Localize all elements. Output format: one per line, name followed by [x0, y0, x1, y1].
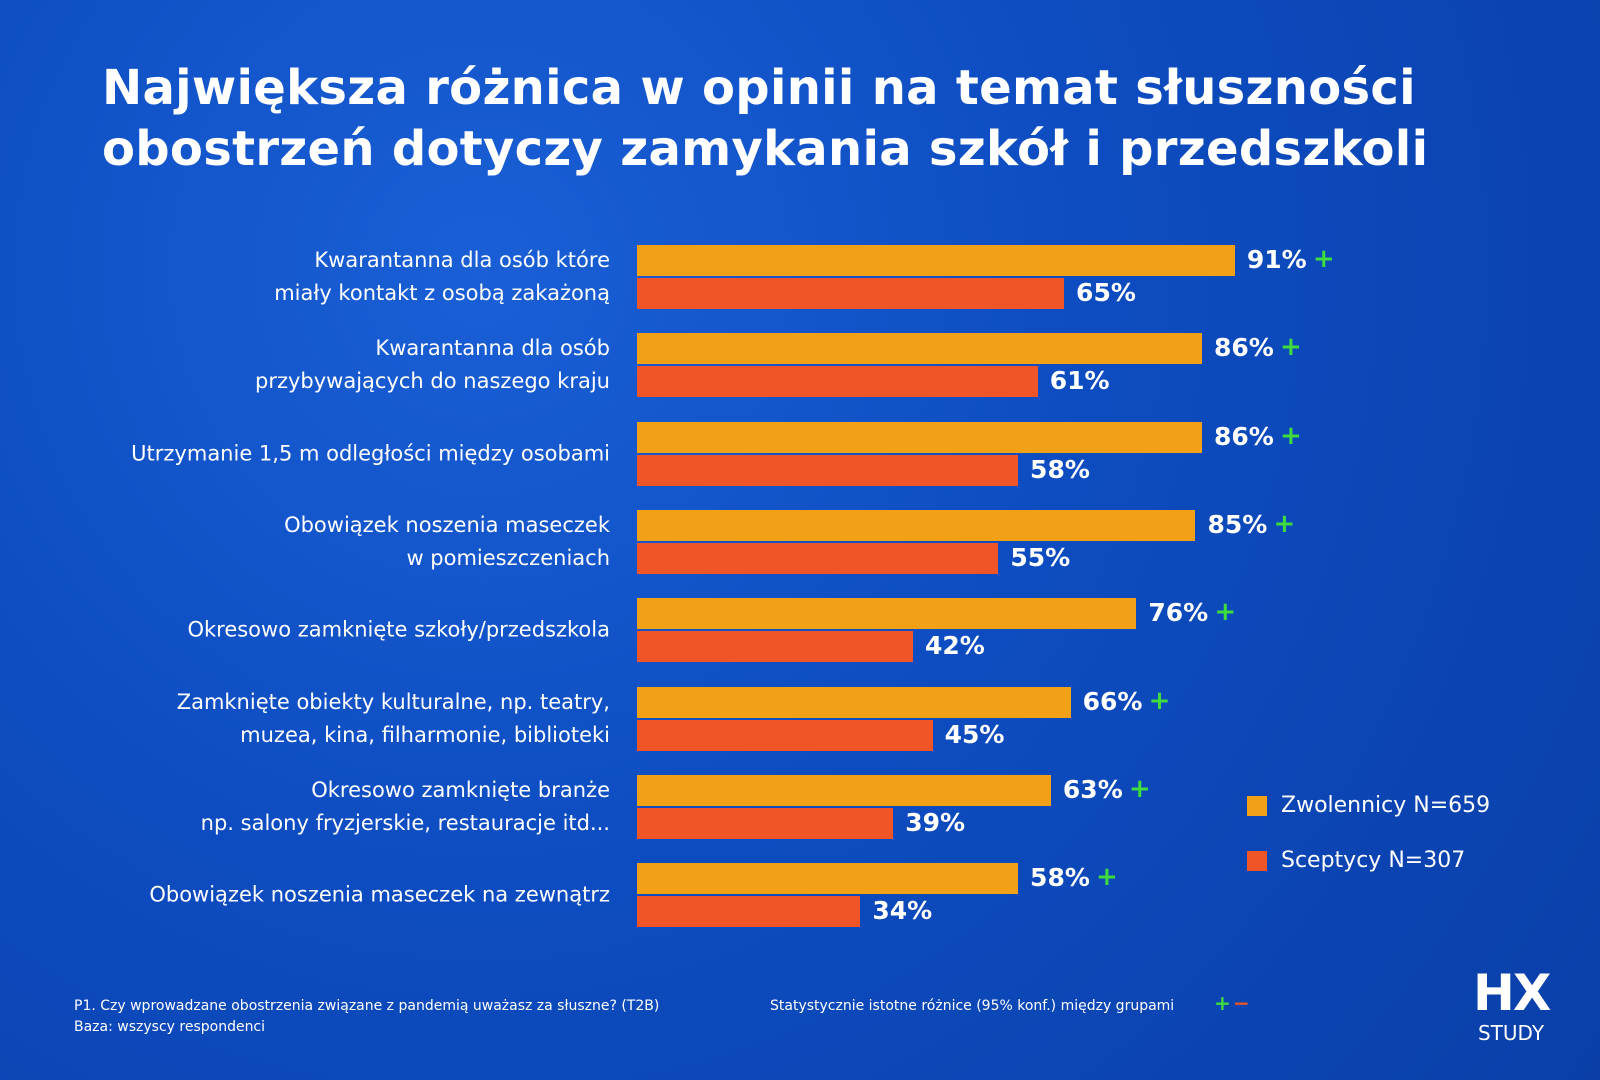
value-label: 42% — [924, 631, 985, 661]
value-label: 86% — [1214, 333, 1274, 363]
significance-mark: + — [1214, 597, 1237, 628]
significance-mark: + — [1280, 332, 1302, 363]
category-label: Kwarantanna dla osób przybywających do n… — [254, 336, 610, 394]
category-label: Obowiązek noszenia maseczek na zewnątrz — [149, 882, 610, 907]
significance-minus: − — [1233, 991, 1250, 1015]
bar — [637, 278, 1065, 309]
value-label: 58% — [1030, 454, 1090, 484]
bar — [637, 686, 1071, 718]
bar — [637, 631, 913, 663]
bar — [637, 421, 1203, 453]
value-label: 55% — [1010, 542, 1071, 572]
significance-mark: + — [1096, 862, 1118, 893]
category-label: Kwarantanna dla osób które miały kontakt… — [274, 248, 610, 305]
significance-mark: + — [1128, 773, 1151, 804]
legend-label: Zwolennicy N=659 — [1281, 793, 1491, 818]
category-label: Okresowo zamknięte branże np. salony fry… — [200, 777, 610, 835]
legend-label: Sceptycy N=307 — [1281, 848, 1466, 873]
value-label: 66% — [1082, 686, 1143, 716]
bar — [637, 807, 894, 839]
value-label: 86% — [1214, 421, 1274, 451]
category-label: Zamknięte obiekty kulturalne, np. teatry… — [176, 689, 610, 747]
significance-mark: + — [1148, 685, 1171, 716]
category-label: Obowiązek noszenia maseczek w pomieszcze… — [284, 512, 610, 570]
significance-mark: + — [1312, 244, 1335, 274]
value-label: 39% — [905, 807, 966, 837]
bar — [637, 245, 1235, 276]
value-label: 61% — [1049, 366, 1110, 396]
category-label: Utrzymanie 1,5 m odległości między osoba… — [131, 441, 610, 466]
footnote: P1. Czy wprowadzane obostrzenia związane… — [74, 998, 660, 1014]
bar — [637, 774, 1051, 806]
bar — [637, 366, 1038, 398]
footnote: Baza: wszyscy respondenci — [74, 1019, 266, 1035]
legend-swatch — [1247, 796, 1267, 816]
chart-title: Największa różnica w opinii na temat słu… — [102, 60, 1429, 177]
bar — [637, 719, 933, 751]
value-label: 85% — [1207, 509, 1268, 539]
bar — [637, 454, 1019, 486]
bar — [637, 542, 999, 574]
bar — [637, 863, 1019, 895]
legend-swatch — [1247, 851, 1267, 871]
value-label: 65% — [1076, 278, 1136, 307]
bar — [637, 333, 1203, 365]
bar — [637, 896, 861, 928]
value-label: 63% — [1062, 774, 1123, 804]
significance-mark: + — [1273, 508, 1296, 539]
significance-note: Statystycznie istotne różnice (95% konf.… — [770, 998, 1175, 1014]
value-label: 58% — [1030, 863, 1090, 893]
bar — [637, 509, 1196, 541]
value-label: 76% — [1148, 598, 1209, 628]
value-label: 34% — [872, 896, 933, 926]
value-label: 45% — [944, 719, 1005, 749]
logo-hx: HX — [1473, 964, 1551, 1022]
category-label: Okresowo zamknięte szkoły/przedszkola — [187, 617, 610, 642]
value-label: 91% — [1246, 245, 1307, 274]
bar — [637, 598, 1137, 630]
significance-plus: + — [1214, 991, 1231, 1015]
significance-mark: + — [1280, 420, 1302, 451]
logo-study: STUDY — [1478, 1021, 1545, 1045]
